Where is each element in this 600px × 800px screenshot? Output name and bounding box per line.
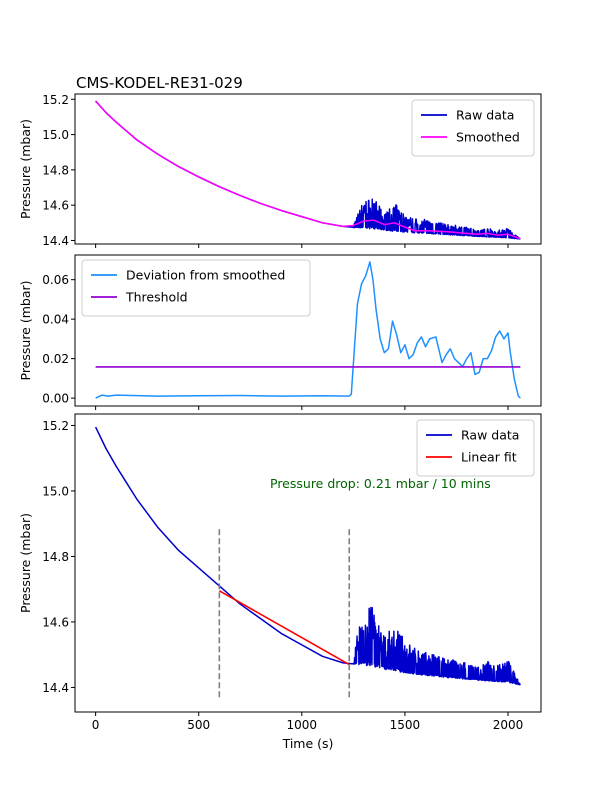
- series-line-deviation-from-smoothed: [95, 261, 521, 399]
- y-tick-label: 14.6: [42, 615, 69, 629]
- legend-label-threshold: Threshold: [125, 290, 188, 305]
- plot-area: [94, 426, 522, 698]
- y-tick-label: 15.0: [42, 128, 69, 142]
- plot-area: [95, 100, 521, 240]
- y-tick-label: 0.02: [42, 352, 69, 366]
- y-tick-label: 14.8: [42, 550, 69, 564]
- legend-box: [411, 99, 535, 157]
- legend-box: [81, 259, 311, 317]
- legend: Raw data Smoothed: [411, 99, 535, 157]
- legend-label-deviation-from-smoothed: Deviation from smoothed: [126, 268, 285, 283]
- y-tick-label: 0.00: [42, 392, 69, 406]
- series-line-raw-data: [94, 426, 522, 686]
- series-line-raw-data: [95, 100, 521, 240]
- x-tick-label: 1500: [390, 718, 421, 732]
- legend-label-linear-fit: Linear fit: [461, 450, 517, 465]
- legend: Deviation from smoothed Threshold: [81, 259, 311, 317]
- x-tick-label: 500: [187, 718, 210, 732]
- y-tick-label: 14.4: [42, 234, 69, 248]
- plot-area: [95, 261, 521, 399]
- x-tick-label: 0: [92, 718, 100, 732]
- y-tick-label: 14.4: [42, 681, 69, 695]
- y-tick-label: 15.0: [42, 484, 69, 498]
- panel-raw-smoothed: 14.4 14.6 14.8 15.0 15.2 Pressure (mbar) Raw d…: [18, 93, 542, 248]
- y-tick-label: 0.06: [42, 273, 69, 287]
- x-tick-label: 2000: [493, 718, 524, 732]
- y-tick-label: 15.2: [42, 419, 69, 433]
- y-axis-label: Pressure (mbar): [18, 280, 33, 380]
- y-tick-label: 0.04: [42, 313, 69, 327]
- series-line-smoothed: [95, 100, 521, 240]
- panel-deviation: 0.00 0.02 0.04 0.06 Pressure (mbar) Deviation…: [18, 254, 542, 410]
- legend-label-smoothed: Smoothed: [456, 130, 520, 145]
- axes-frame: [74, 254, 542, 407]
- panel-linear-fit: 0 500 1000 1500 2000 14.4 14.6 14.8 15.0 15.2 Pres…: [18, 413, 542, 751]
- y-tick-label: 15.2: [42, 93, 69, 107]
- y-axis-label: Pressure (mbar): [18, 513, 33, 613]
- x-axis-label: Time (s): [282, 736, 334, 751]
- axes-frame: [74, 413, 542, 713]
- series-line-linear-fit: [218, 590, 350, 666]
- x-tick-label: 1000: [287, 718, 318, 732]
- axes-frame: [74, 93, 542, 245]
- legend: Raw data Linear fit: [416, 419, 535, 477]
- y-axis-label: Pressure (mbar): [18, 119, 33, 219]
- legend-label-raw-data: Raw data: [456, 108, 514, 123]
- legend-label-raw-data: Raw data: [461, 428, 519, 443]
- y-tick-label: 14.8: [42, 163, 69, 177]
- pressure-drop-annotation: Pressure drop: 0.21 mbar / 10 mins: [270, 476, 491, 491]
- legend-box: [416, 419, 535, 477]
- chart-title: CMS-KODEL-RE31-029: [76, 74, 243, 92]
- y-tick-label: 14.6: [42, 199, 69, 213]
